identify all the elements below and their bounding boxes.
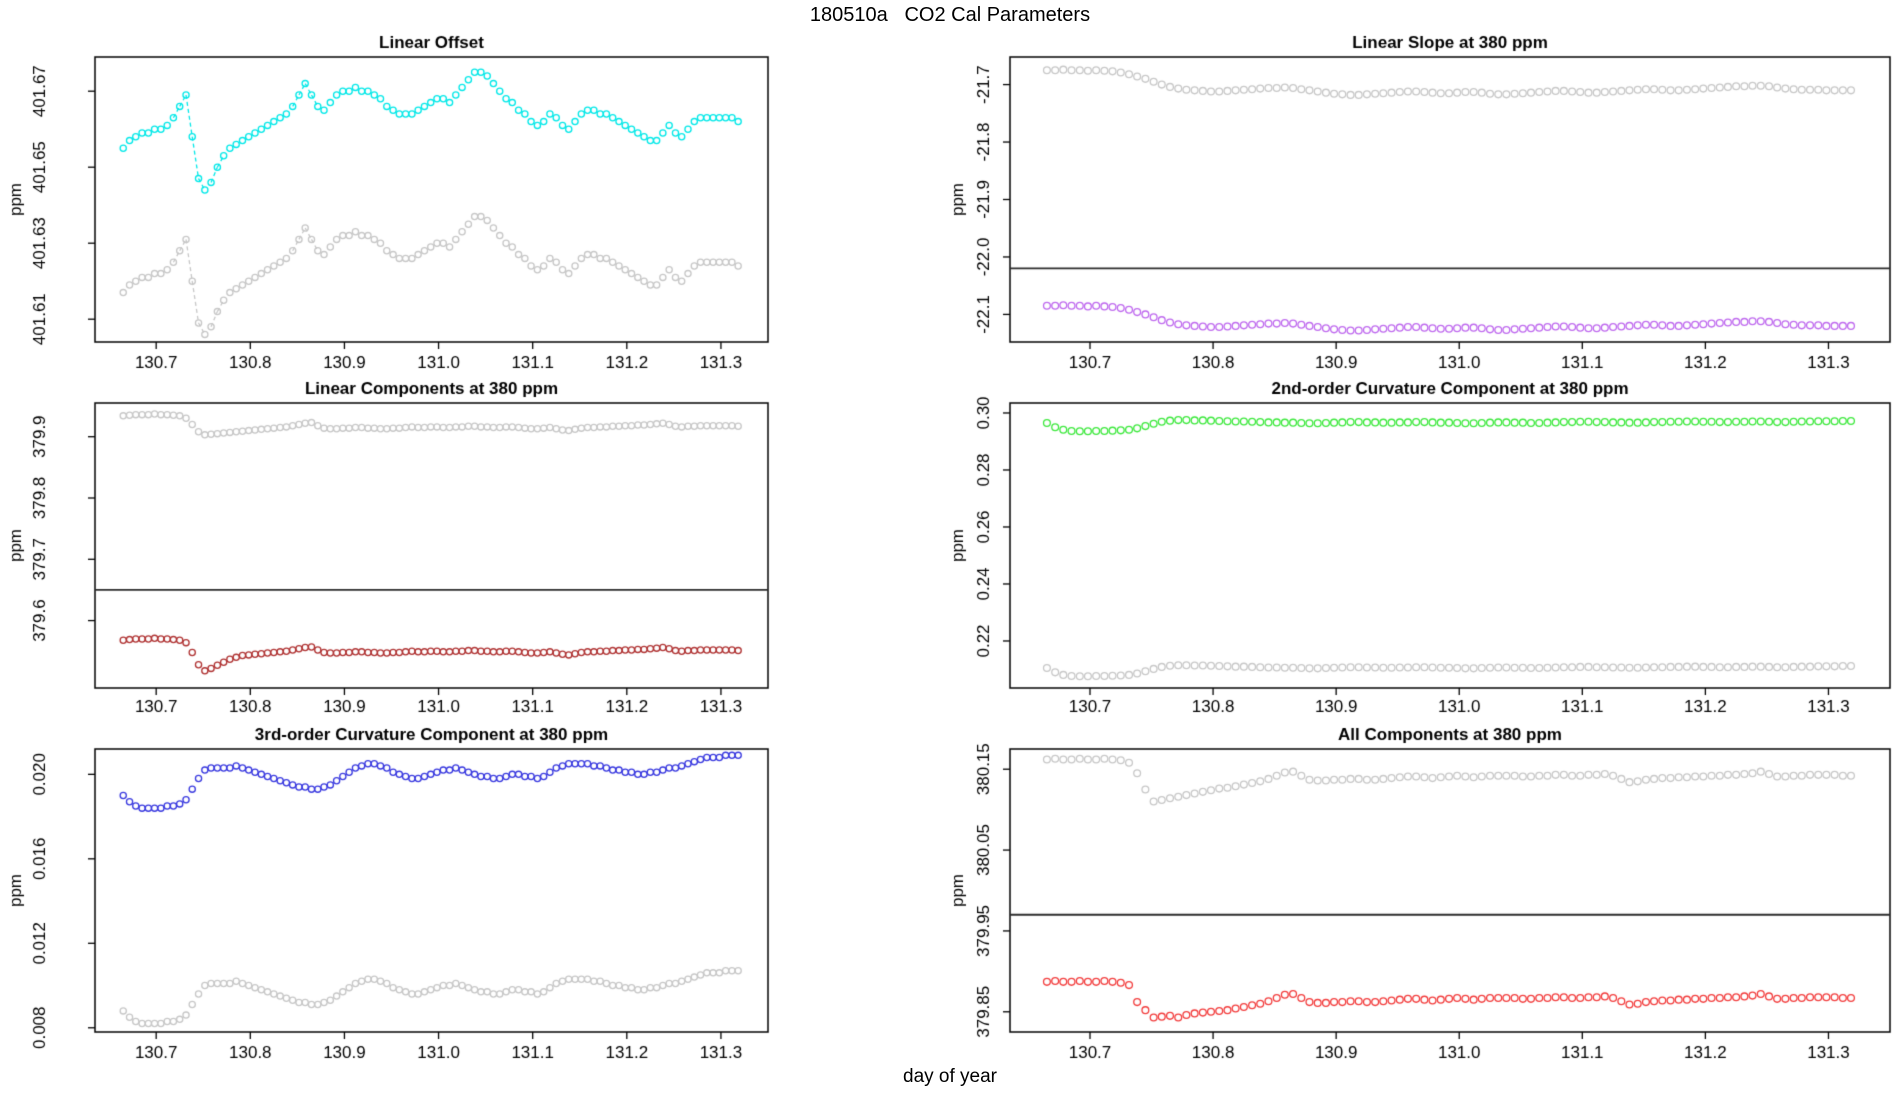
x-axis-label: day of year [903,1066,997,1087]
